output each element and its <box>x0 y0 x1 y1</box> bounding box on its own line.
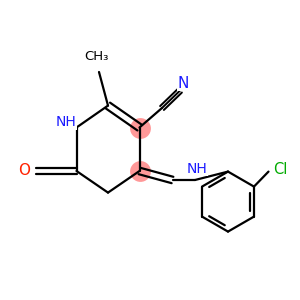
Text: CH₃: CH₃ <box>84 50 108 64</box>
Text: N: N <box>177 76 189 91</box>
Text: Cl: Cl <box>273 162 288 177</box>
Text: O: O <box>19 163 31 178</box>
Text: NH: NH <box>187 162 208 176</box>
Text: NH: NH <box>56 115 76 129</box>
